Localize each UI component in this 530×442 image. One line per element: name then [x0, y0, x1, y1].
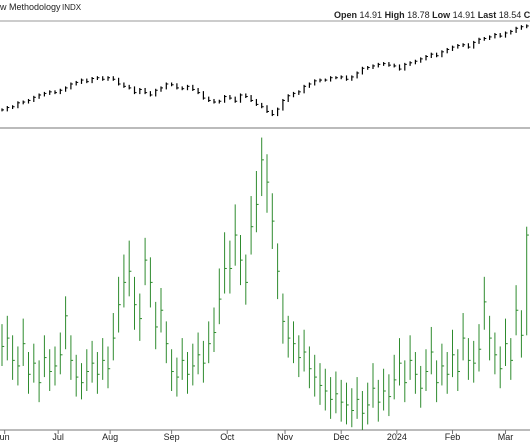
x-tick-label: Mar	[498, 432, 514, 442]
quote-label: Low	[432, 10, 451, 20]
quote-value: 14.91	[453, 10, 476, 20]
quote-label: High	[385, 10, 405, 20]
x-tick-label: un	[0, 432, 10, 442]
x-tick-label: Oct	[220, 432, 235, 442]
x-tick-label: Dec	[333, 432, 350, 442]
quote-label: Ch	[524, 10, 530, 20]
quote: Open 14.91 High 18.78 Low 14.91 Last 18.…	[334, 10, 530, 20]
quote-label: Last	[478, 10, 497, 20]
quote-label: Open	[334, 10, 357, 20]
x-tick-label: Feb	[445, 432, 461, 442]
x-tick-label: Jul	[52, 432, 64, 442]
chart-title: w Methodology	[0, 2, 61, 12]
quote-value: 18.54	[499, 10, 522, 20]
x-tick-label: Nov	[277, 432, 294, 442]
x-tick-label: Sep	[164, 432, 180, 442]
x-tick-label: 2024	[387, 432, 407, 442]
quote-value: 14.91	[360, 10, 383, 20]
quote-value: 18.78	[407, 10, 430, 20]
symbol: INDX	[62, 3, 82, 12]
x-tick-label: Aug	[102, 432, 118, 442]
